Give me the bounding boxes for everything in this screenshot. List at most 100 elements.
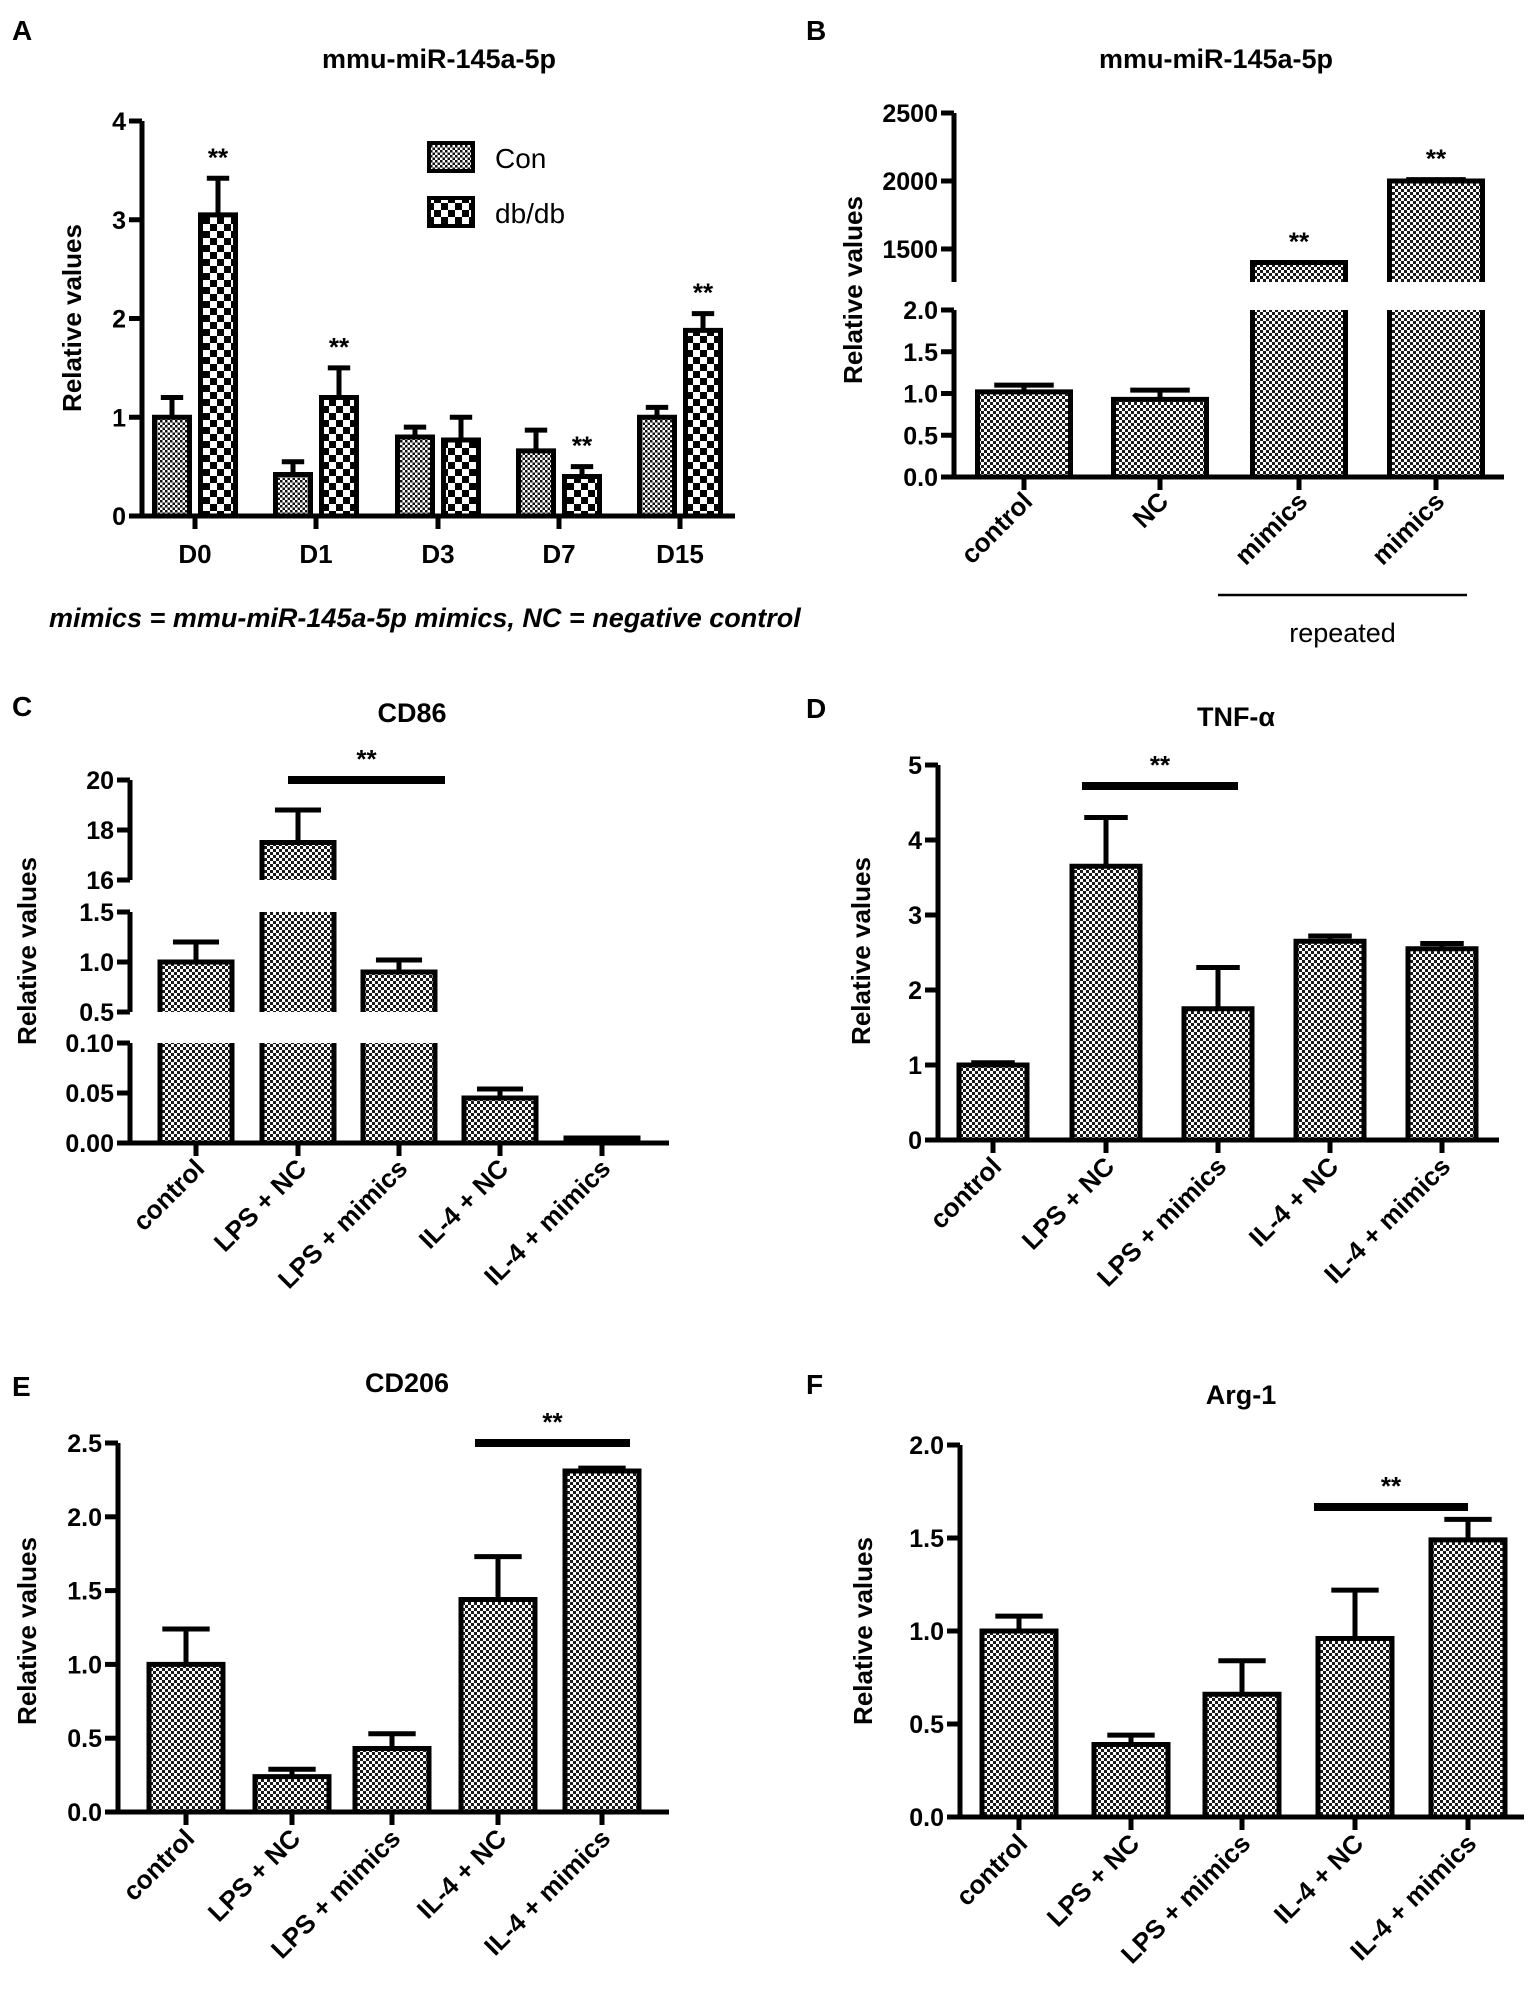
bar-fill [1205,1694,1279,1817]
y-tick-label: 18 [86,817,114,845]
x-tick-label: D0 [178,539,211,569]
bar [1293,933,1367,1140]
bar [1428,1516,1508,1817]
y-tick-label: 0.5 [909,1711,944,1739]
chart-title: mmu-miR-145a-5p [322,44,556,74]
significance-marker: ** [1289,227,1310,257]
bar [1315,1587,1395,1817]
bar [352,1731,432,1812]
bar-fill [262,912,334,1012]
bar-fill [565,1471,639,1812]
y-tick-label: 2.0 [909,1432,944,1460]
bar-fill [1072,866,1140,1140]
y-tick-label: 1.0 [909,1618,944,1646]
chart-title: mmu-miR-145a-5p [1099,44,1333,74]
y-tick-label: 0 [908,1127,922,1155]
y-tick-label: 2.0 [67,1504,102,1532]
bar [441,414,481,516]
bar [1387,177,1485,477]
y-tick-label: 2500 [882,100,938,128]
y-tick-label: 4 [112,108,126,136]
bar [146,1626,226,1812]
y-axis-label: Relative values [846,857,876,1045]
bar [152,395,192,516]
y-tick-label: 3 [908,902,922,930]
bar-fill [397,437,433,516]
significance-marker: ** [329,332,350,362]
panel-label: B [806,15,826,46]
y-tick-label: 2 [908,977,922,1005]
y-tick-label: 4 [908,827,922,855]
legend-label: db/db [495,198,565,229]
bar [683,311,723,516]
bar [1405,941,1479,1140]
legend-swatch [427,196,475,228]
x-tick-label: D7 [542,539,575,569]
bar-fill [1113,399,1207,477]
y-tick-label: 2.0 [903,297,938,325]
bar-fill [321,397,357,516]
legend-label: Con [495,143,546,174]
bar-fill [262,1043,334,1143]
panel-label: E [12,1371,31,1402]
bar-fill [1296,941,1364,1140]
bar [979,1613,1059,1817]
bar [562,1465,642,1812]
bar-fill [518,450,554,516]
bar-fill [959,1065,1027,1140]
y-axis-label: Relative values [12,857,42,1045]
y-tick-label: 1500 [882,236,938,264]
panel-label: A [12,15,32,46]
bar [273,459,313,516]
significance-marker: ** [1426,144,1447,174]
bar [1111,387,1209,477]
significance-marker: ** [1381,1471,1402,1501]
bar-fill [363,972,435,1012]
y-tick-label: 5 [908,752,922,780]
bar-fill [464,1098,536,1143]
y-tick-label: 0.10 [65,1030,114,1058]
bar-fill [461,1599,535,1812]
y-tick-label: 1 [112,404,126,432]
group-label: repeated [1289,618,1396,648]
y-tick-label: 0 [112,503,126,531]
x-tick-label: D3 [421,539,454,569]
bar [1181,965,1255,1140]
y-axis-label: Relative values [12,1537,42,1725]
bar-fill [255,1776,329,1812]
bar-fill [1318,1638,1392,1817]
y-tick-label: 0.5 [67,1725,102,1753]
y-axis-label: Relative values [838,196,868,384]
figure-caption: mimics = mmu-miR-145a-5p mimics, NC = ne… [49,603,801,633]
bar-fill [1431,1539,1505,1817]
bar-fill [977,391,1071,477]
bar [516,427,556,516]
bar-fill [1389,310,1483,477]
bar [975,382,1073,477]
bar-fill [1094,1744,1168,1817]
bar-fill [154,417,190,516]
bar-fill [564,476,600,516]
legend-swatch [427,141,475,173]
y-tick-label: 20 [86,767,114,795]
significance-marker: ** [1150,750,1171,780]
bar [1091,1732,1171,1817]
bar-fill [149,1664,223,1812]
significance-marker: ** [572,431,593,461]
y-tick-label: 1.0 [903,381,938,409]
bar-fill [639,417,675,516]
bar-fill [160,962,232,1012]
y-tick-label: 1.5 [909,1525,944,1553]
significance-marker: ** [542,1407,563,1437]
bar [461,1086,539,1143]
y-tick-label: 1 [908,1052,922,1080]
y-tick-label: 3 [112,207,126,235]
y-tick-label: 16 [86,867,114,895]
y-tick-label: 0.00 [65,1130,114,1158]
bar [157,939,235,1143]
y-tick-label: 0.0 [67,1799,102,1827]
y-tick-label: 1.5 [67,1578,102,1606]
